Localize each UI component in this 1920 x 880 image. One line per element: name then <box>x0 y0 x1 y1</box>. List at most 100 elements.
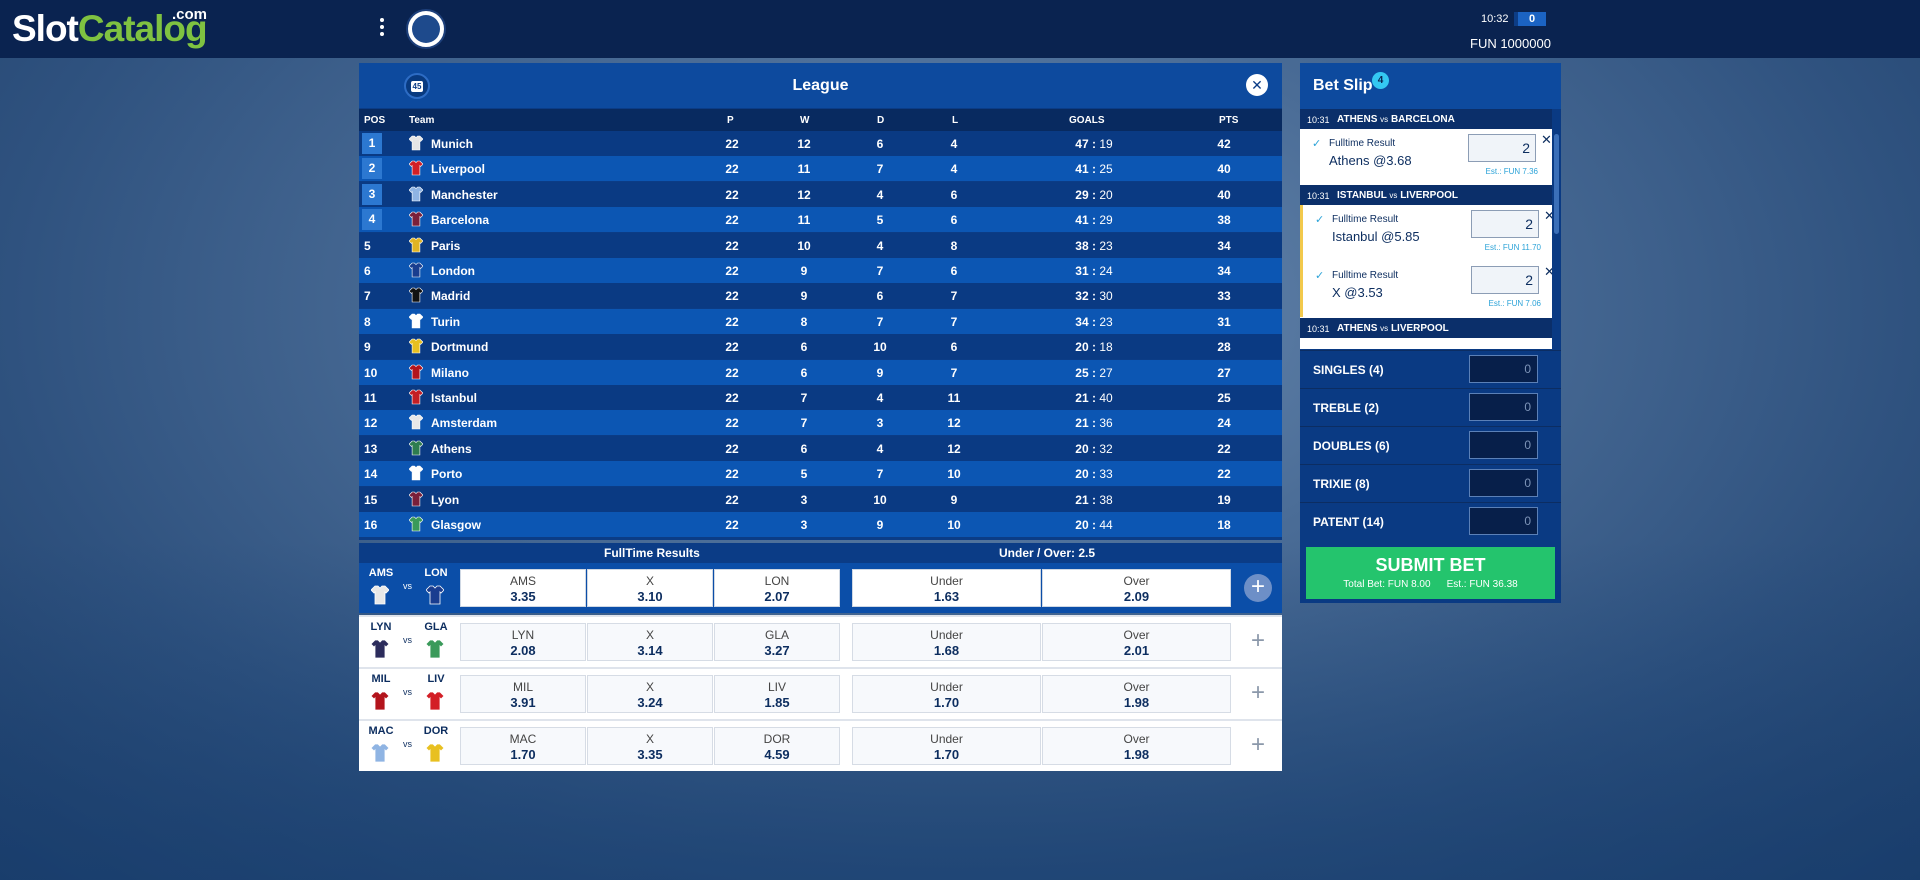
row-pos: 4 <box>362 209 382 231</box>
multiple-stake-input[interactable]: 0 <box>1469 507 1538 535</box>
markets-header: FullTime Results Under / Over: 2.5 <box>359 543 1282 563</box>
row-played: 22 <box>725 467 739 482</box>
under-odd-button[interactable]: Under 1.70 <box>852 675 1041 713</box>
ticket-counter[interactable]: 0 <box>1514 12 1546 26</box>
away-shirt-icon <box>425 743 445 763</box>
remove-bet-icon[interactable]: ✕ <box>1544 208 1552 223</box>
team-shirt-icon <box>408 237 424 253</box>
table-row: 14 Porto 22 5 7 10 20 : 33 22 <box>359 461 1282 487</box>
submit-bet-button[interactable]: SUBMIT BET Total Bet: FUN 8.00 Est.: FUN … <box>1306 547 1555 599</box>
bet-estimate: Est.: FUN 7.06 <box>1488 299 1541 308</box>
row-played: 22 <box>725 314 739 329</box>
draw-odd-button[interactable]: X 3.24 <box>587 675 713 713</box>
bet-slip-header: Bet Slip 4 <box>1300 63 1561 109</box>
row-won: 6 <box>800 441 808 456</box>
away-odd-button[interactable]: LON 2.07 <box>714 569 840 607</box>
more-markets-plus-icon[interactable]: + <box>1250 679 1265 706</box>
draw-odd-button[interactable]: X 3.35 <box>587 727 713 765</box>
header-under-over: Under / Over: 2.5 <box>999 546 1096 560</box>
row-lost: 12 <box>947 416 961 431</box>
home-odd-button[interactable]: LYN 2.08 <box>460 623 586 661</box>
row-played: 22 <box>725 492 739 507</box>
balance: FUN 1000000 <box>1470 36 1551 51</box>
row-drawn: 7 <box>876 264 884 278</box>
multiple-stake-input[interactable]: 0 <box>1469 469 1538 497</box>
over-odd-button[interactable]: Over 1.98 <box>1042 727 1231 765</box>
multiple-row: SINGLES (4) 0 <box>1300 350 1561 388</box>
check-icon[interactable]: ✓ <box>1312 138 1322 150</box>
more-markets-plus-icon[interactable]: + <box>1250 731 1265 758</box>
home-odd-button[interactable]: MIL 3.91 <box>460 675 586 713</box>
draw-odd-button[interactable]: X 3.14 <box>587 623 713 661</box>
remove-bet-icon[interactable]: ✕ <box>1541 132 1552 147</box>
bet-market: Fulltime Result <box>1329 138 1396 149</box>
row-won: 5 <box>800 467 808 482</box>
away-odd-button[interactable]: DOR 4.59 <box>714 727 840 765</box>
team-shirt-icon <box>408 287 424 303</box>
check-icon[interactable]: ✓ <box>1315 214 1325 226</box>
home-odd-button[interactable]: AMS 3.35 <box>460 569 586 607</box>
row-pos: 13 <box>364 441 378 456</box>
multiple-stake-input[interactable]: 0 <box>1469 393 1538 421</box>
over-odd-button[interactable]: Over 2.01 <box>1042 623 1231 661</box>
table-row: 1 Munich 22 12 6 4 47 : 19 42 <box>359 131 1282 156</box>
total-bet: Total Bet: FUN 8.00 <box>1343 579 1431 590</box>
row-played: 22 <box>725 137 739 151</box>
home-odd-button[interactable]: MAC 1.70 <box>460 727 586 765</box>
col-p: P <box>727 115 734 126</box>
bet-list-scrollbar[interactable] <box>1552 109 1561 349</box>
multiple-stake-input[interactable]: 0 <box>1469 431 1538 459</box>
table-row: 12 Amsterdam 22 7 3 12 21 : 36 24 <box>359 410 1282 436</box>
row-points: 22 <box>1217 441 1231 456</box>
more-markets-plus-icon[interactable]: + <box>1250 627 1265 654</box>
under-odd-button[interactable]: Under 1.63 <box>852 569 1041 607</box>
draw-odd-button[interactable]: X 3.10 <box>587 569 713 607</box>
team-shirt-icon <box>408 186 424 202</box>
row-goals: 38 : 23 <box>1075 238 1113 253</box>
row-points: 22 <box>1217 467 1231 482</box>
bet-estimate: Est.: FUN 11.70 <box>1484 243 1541 252</box>
multiple-row: PATENT (14) 0 <box>1300 502 1561 540</box>
week-badge[interactable]: 45 <box>404 73 430 99</box>
row-won: 11 <box>797 213 811 228</box>
row-lost: 8 <box>950 238 958 253</box>
under-odd-button[interactable]: Under 1.70 <box>852 727 1041 765</box>
row-team: Barcelona <box>431 213 490 228</box>
match-row: MAC vs DOR MAC 1.70 X 3.35 DOR 4.59 Under 1.70 Over… <box>359 719 1282 771</box>
row-lost: 10 <box>947 518 961 532</box>
check-icon[interactable]: ✓ <box>1315 270 1325 282</box>
away-odd-button[interactable]: GLA 3.27 <box>714 623 840 661</box>
col-w: W <box>800 115 810 126</box>
stake-input[interactable]: 2 <box>1468 134 1536 162</box>
row-points: 38 <box>1217 213 1231 228</box>
row-played: 22 <box>725 187 739 202</box>
close-icon[interactable]: ✕ <box>1246 74 1268 96</box>
row-won: 12 <box>797 137 811 151</box>
multiple-row: DOUBLES (6) 0 <box>1300 426 1561 464</box>
stake-input[interactable]: 2 <box>1471 266 1539 294</box>
row-drawn: 7 <box>876 467 884 482</box>
row-goals: 20 : 44 <box>1075 518 1113 532</box>
more-markets-plus-icon[interactable]: + <box>1244 574 1272 602</box>
week-number: 45 <box>410 80 424 92</box>
away-odd-button[interactable]: LIV 1.85 <box>714 675 840 713</box>
bet-item: ✓ Fulltime Result Istanbul @5.85 2 ✕ Est… <box>1300 205 1552 261</box>
row-points: 40 <box>1217 162 1231 177</box>
menu-icon[interactable] <box>377 16 387 40</box>
remove-bet-icon[interactable]: ✕ <box>1544 264 1552 279</box>
row-won: 9 <box>800 289 808 304</box>
row-won: 9 <box>800 264 808 278</box>
team-shirt-icon <box>408 135 424 151</box>
under-odd-button[interactable]: Under 1.68 <box>852 623 1041 661</box>
row-won: 6 <box>800 365 808 380</box>
stake-input[interactable]: 2 <box>1471 210 1539 238</box>
row-played: 22 <box>725 518 739 532</box>
estimated-total: Est.: FUN 36.38 <box>1446 579 1518 590</box>
team-shirt-icon <box>408 211 424 227</box>
over-odd-button[interactable]: Over 1.98 <box>1042 675 1231 713</box>
away-shirt-icon <box>425 691 445 711</box>
multiple-stake-input[interactable]: 0 <box>1469 355 1538 383</box>
row-drawn: 6 <box>876 137 884 151</box>
team-shirt-icon <box>408 338 424 354</box>
over-odd-button[interactable]: Over 2.09 <box>1042 569 1231 607</box>
